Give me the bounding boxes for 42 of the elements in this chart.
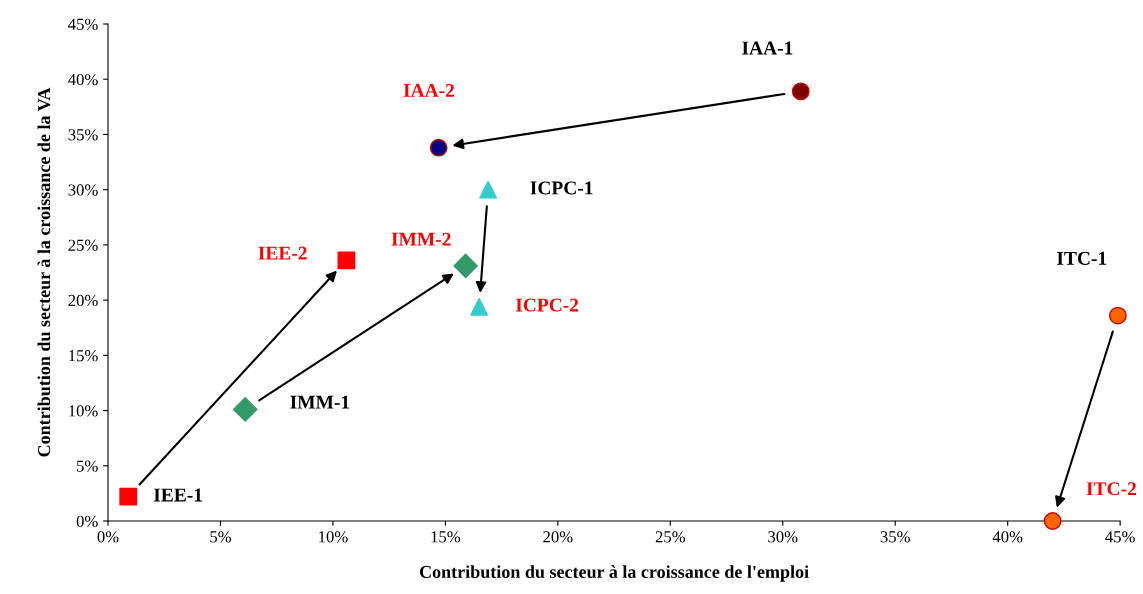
x-tick-label: 30%: [768, 531, 798, 543]
x-tick-label: 20%: [543, 531, 573, 543]
annotation: IMM-2: [391, 232, 451, 246]
y-tick-label: 25%: [68, 239, 98, 251]
point: [119, 487, 138, 506]
y-tick-label: 15%: [69, 350, 98, 362]
annotation: IEE-1: [153, 488, 202, 502]
x-tick-label: 40%: [992, 531, 1023, 543]
y-axis-title: Contribution du secteur à la croissance de la VA: [37, 87, 51, 457]
annotation: IEE-2: [258, 246, 307, 260]
annotation: IAA-2: [403, 83, 455, 97]
point: [479, 180, 498, 199]
y-tick-label: 0%: [76, 515, 98, 527]
annotation: IAA-1: [742, 41, 793, 55]
y-tick-label: 20%: [68, 294, 98, 307]
x-tick-label: 25%: [655, 531, 686, 543]
y-tick-label: 5%: [77, 460, 98, 472]
x-tick-label: 15%: [431, 531, 461, 543]
point: [337, 251, 356, 270]
point: [232, 397, 258, 422]
annotation: IMM-1: [290, 395, 350, 409]
y-tick-label: 35%: [68, 129, 98, 141]
x-axis-title: Contribution du secteur à la croissance de l'emploi: [419, 565, 809, 582]
annotation: ITC-1: [1057, 251, 1107, 265]
x-tick-label: 10%: [319, 531, 348, 543]
x-tick-label: 35%: [880, 531, 910, 543]
point: [470, 297, 489, 316]
y-tick-label: 10%: [69, 405, 98, 417]
point: [1043, 512, 1062, 530]
point: [791, 82, 810, 101]
x-tick-label: 0%: [97, 531, 119, 543]
y-tick-label: 45%: [68, 18, 98, 30]
annotation: ITC-2: [1086, 482, 1136, 496]
y-tick-label: 30%: [68, 184, 98, 196]
annotation: ICPC-2: [515, 298, 579, 312]
annotation: ICPC-1: [530, 181, 593, 195]
point: [453, 253, 478, 279]
x-tick-label: 45%: [1105, 531, 1135, 543]
y-tick-label: 40%: [68, 73, 98, 86]
point: [429, 138, 448, 157]
x-tick-label: 5%: [210, 531, 232, 543]
point: [1108, 306, 1127, 325]
